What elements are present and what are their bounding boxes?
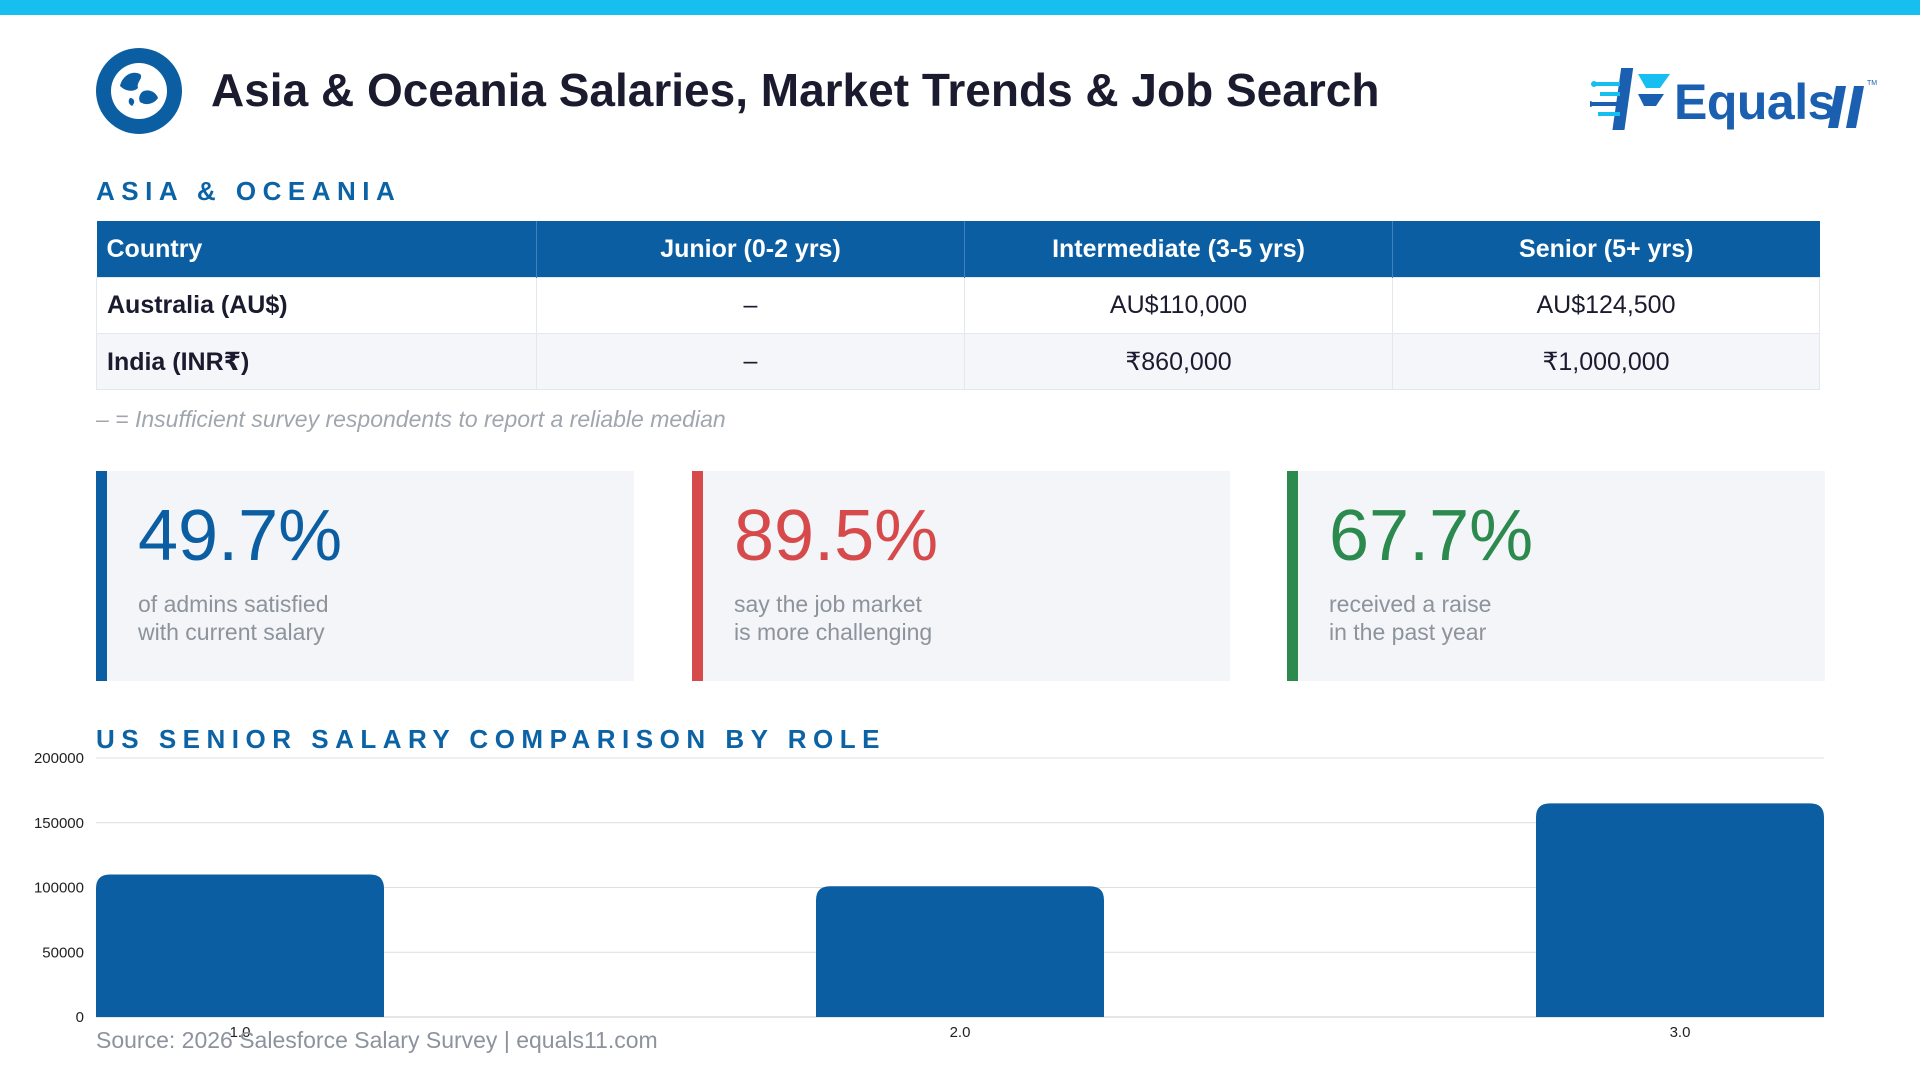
- column-header-country: Country: [96, 221, 537, 278]
- country-cell: India (INR₹): [96, 333, 537, 390]
- x-tick-label: 1.0: [230, 1024, 251, 1041]
- page-title: Asia & Oceania Salaries, Market Trends &…: [211, 64, 1380, 116]
- stat-description-line: with current salary: [138, 619, 325, 645]
- x-tick-label: 2.0: [950, 1024, 971, 1041]
- brand-logo: Equals TM: [1590, 62, 1880, 136]
- table-header-row: Country Junior (0-2 yrs) Intermediate (3…: [96, 221, 1820, 278]
- stat-description-line: is more challenging: [734, 619, 933, 645]
- table-row: India (INR₹) – ₹860,000 ₹1,000,000: [96, 333, 1820, 390]
- asia-oceania-section-label: ASIA & OCEANIA: [96, 176, 402, 206]
- column-header-intermediate: Intermediate (3-5 yrs): [964, 221, 1393, 278]
- senior-cell: ₹1,000,000: [1392, 333, 1820, 390]
- column-header-senior: Senior (5+ yrs): [1392, 221, 1820, 278]
- y-tick-label: 50000: [42, 944, 84, 961]
- y-tick-label: 150000: [34, 815, 84, 832]
- senior-salary-bar-chart: 0 50000 100000 150000 200000 1.0 2.0 3.0: [34, 750, 1824, 1041]
- top-accent-bar: [0, 0, 1920, 15]
- stat-description-line: of admins satisfied: [138, 591, 329, 617]
- brand-eleven-icon: [1828, 86, 1864, 128]
- brand-wordmark: Equals: [1674, 74, 1835, 130]
- x-tick-label: 3.0: [1670, 1024, 1691, 1041]
- brand-mark-icon: [1590, 68, 1670, 130]
- country-cell: Australia (AU$): [96, 277, 537, 334]
- stat-card-salary-satisfaction: 49.7% of admins satisfied with current s…: [96, 471, 634, 681]
- y-tick-label: 100000: [34, 880, 84, 897]
- bar: [1536, 803, 1824, 1017]
- stat-value: 89.5%: [734, 496, 939, 576]
- intermediate-cell: AU$110,000: [964, 277, 1393, 334]
- y-tick-label: 200000: [34, 750, 84, 767]
- stat-description-line: in the past year: [1329, 619, 1487, 645]
- stat-card-accent: [1287, 471, 1298, 681]
- stat-card-job-market: 89.5% say the job market is more challen…: [692, 471, 1230, 681]
- stat-description-line: say the job market: [734, 591, 922, 617]
- bar: [816, 886, 1104, 1017]
- senior-cell: AU$124,500: [1392, 277, 1820, 334]
- stat-value: 49.7%: [138, 496, 343, 576]
- junior-cell: –: [536, 277, 965, 334]
- trademark-mark: TM: [1867, 80, 1878, 87]
- bar: [96, 874, 384, 1017]
- stat-description-line: received a raise: [1329, 591, 1492, 617]
- stat-card-accent: [96, 471, 107, 681]
- globe-icon: [96, 48, 182, 134]
- junior-cell: –: [536, 333, 965, 390]
- chart-section-label: US SENIOR SALARY COMPARISON BY ROLE: [96, 724, 886, 754]
- table-footnote: – = Insufficient survey respondents to r…: [96, 406, 726, 432]
- stat-value: 67.7%: [1329, 496, 1534, 576]
- source-note: Source: 2026 Salesforce Salary Survey | …: [96, 1027, 658, 1053]
- table-row: Australia (AU$) – AU$110,000 AU$124,500: [96, 277, 1820, 334]
- stat-card-raise: 67.7% received a raise in the past year: [1287, 471, 1825, 681]
- intermediate-cell: ₹860,000: [964, 333, 1393, 390]
- y-tick-label: 0: [76, 1009, 84, 1026]
- salary-table: Country Junior (0-2 yrs) Intermediate (3…: [96, 221, 1820, 390]
- column-header-junior: Junior (0-2 yrs): [536, 221, 965, 278]
- stat-card-accent: [692, 471, 703, 681]
